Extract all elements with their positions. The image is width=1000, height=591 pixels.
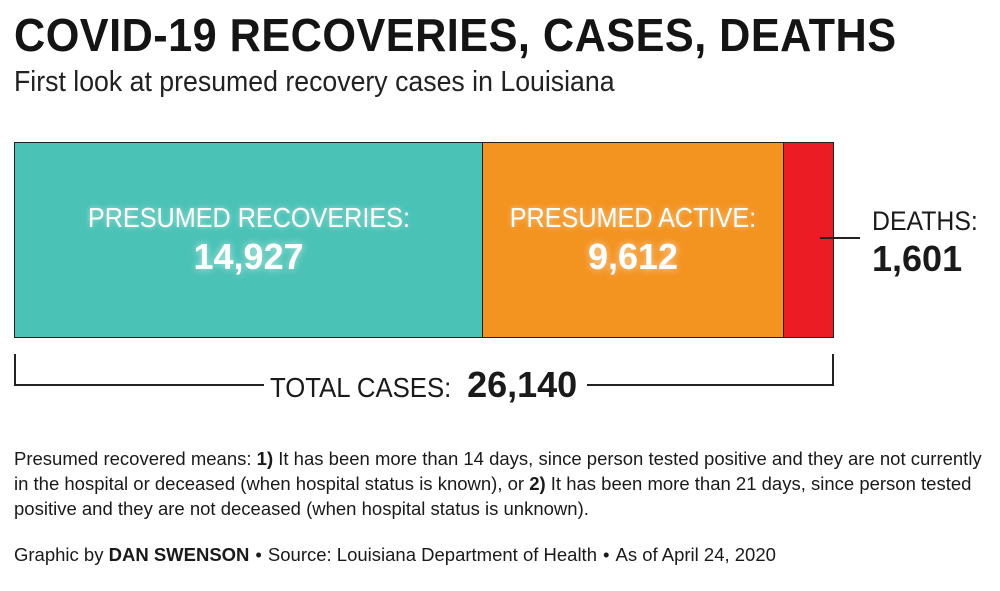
total-cases-value: 26,140 xyxy=(467,364,578,405)
credit-date: As of April 24, 2020 xyxy=(615,544,776,565)
active-value: 9,612 xyxy=(587,236,679,277)
credit-author: DAN SWENSON xyxy=(108,544,250,565)
bar-segment-active: PRESUMED ACTIVE: 9,612 xyxy=(482,143,783,337)
recoveries-value: 14,927 xyxy=(193,236,304,277)
active-label: PRESUMED ACTIVE: xyxy=(509,202,757,233)
chart-title: COVID-19 RECOVERIES, CASES, DEATHS xyxy=(14,9,897,61)
credit-prefix: Graphic by xyxy=(14,544,109,565)
total-bracket xyxy=(14,354,834,386)
deaths-value: 1,601 xyxy=(872,238,963,279)
total-cases-label: TOTAL CASES: xyxy=(270,372,452,403)
recoveries-label: PRESUMED RECOVERIES: xyxy=(87,202,410,233)
bar-segment-deaths xyxy=(782,143,833,337)
bracket-line-left xyxy=(14,384,264,386)
credit-line: Graphic by DAN SWENSON • Source: Louisiana… xyxy=(14,544,776,566)
note-num-2: 2) xyxy=(529,473,546,494)
deaths-leader-line xyxy=(820,237,860,239)
credit-separator-1: • xyxy=(255,544,262,565)
bracket-line-right xyxy=(587,384,834,386)
total-cases: TOTAL CASES: 26,140 xyxy=(270,364,577,406)
chart-subtitle: First look at presumed recovery cases in… xyxy=(14,66,615,98)
stacked-bar: PRESUMED RECOVERIES: 14,927 PRESUMED ACT… xyxy=(14,142,834,338)
credit-source: Source: Louisiana Department of Health xyxy=(267,544,597,565)
credit-separator-2: • xyxy=(603,544,610,565)
note-text-1: It has been more than 14 days, since per… xyxy=(14,448,982,494)
note-num-1: 1) xyxy=(256,448,274,469)
note-text-2: It has been more than 21 days, since per… xyxy=(14,473,972,519)
deaths-label: DEATHS: xyxy=(872,206,978,236)
note-intro: Presumed recovered means: xyxy=(14,448,257,469)
bar-segment-recoveries: PRESUMED RECOVERIES: 14,927 xyxy=(15,143,483,337)
definition-note: Presumed recovered means: 1) It has been… xyxy=(14,446,984,521)
